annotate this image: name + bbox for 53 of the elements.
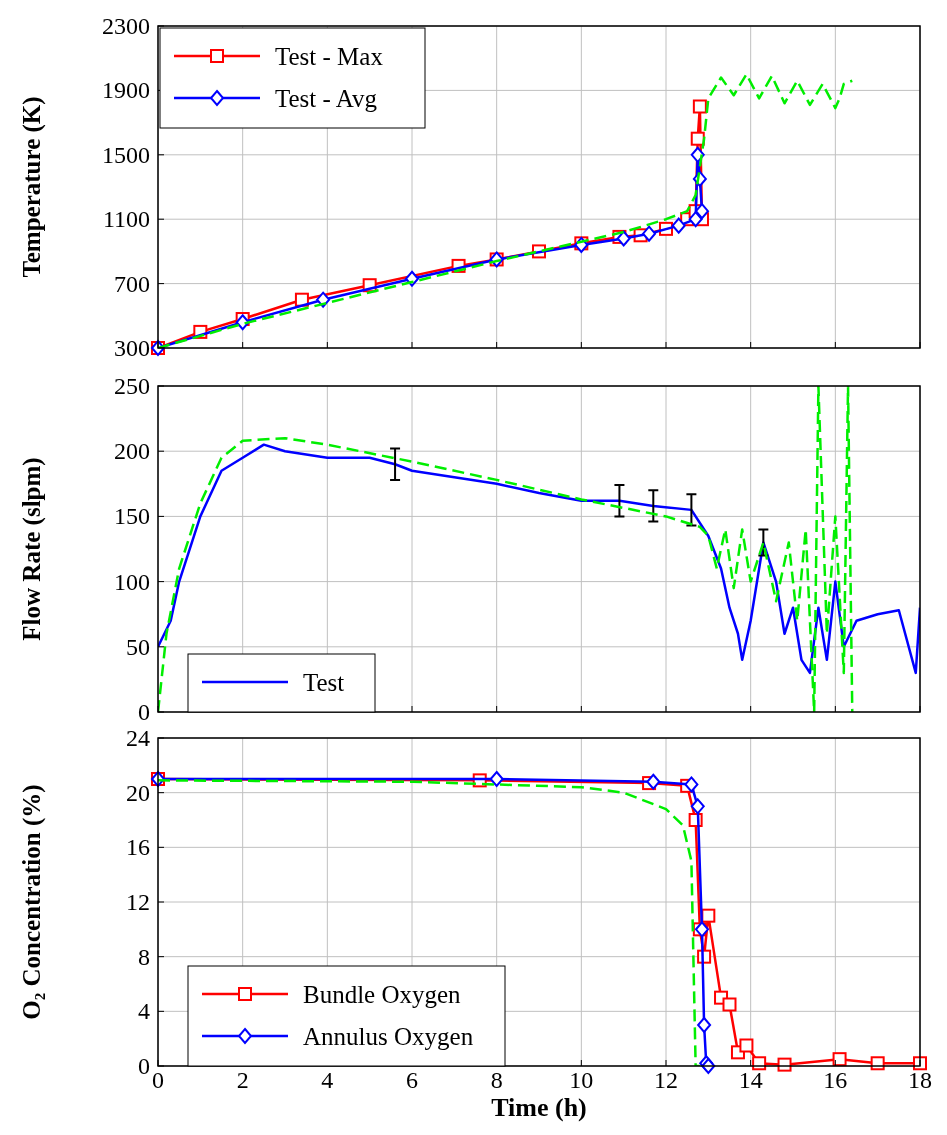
point — [739, 1038, 754, 1053]
point — [671, 217, 686, 234]
x-tick-label: 4 — [321, 1067, 334, 1093]
y-tick-label: 1500 — [102, 141, 150, 168]
y-tick-label: 150 — [114, 503, 150, 530]
y-tick-label: 50 — [126, 633, 150, 660]
x-axis-title: Time (h) — [491, 1093, 587, 1122]
y-axis-title: O₂ Concentration (%) — [18, 784, 46, 1020]
x-tick-label: 6 — [406, 1067, 418, 1093]
point — [690, 131, 705, 146]
legend-label: Annulus Oxygen — [303, 1023, 474, 1050]
y-tick-label: 16 — [126, 834, 150, 861]
point — [690, 798, 705, 815]
point — [832, 1052, 847, 1067]
y-axis-title: Temperature (K) — [18, 96, 46, 278]
line-series — [158, 386, 854, 712]
y-tick-label: 100 — [114, 568, 150, 595]
x-tick-label: 12 — [654, 1067, 678, 1093]
legend-label: Test - Avg — [275, 85, 378, 112]
point — [616, 230, 631, 247]
y-tick-label: 0 — [138, 699, 150, 725]
y-tick-label: 12 — [126, 889, 150, 915]
point — [642, 225, 657, 242]
y-tick-label: 200 — [114, 438, 150, 465]
y-tick-label: 4 — [138, 998, 150, 1025]
line-series — [158, 443, 920, 675]
y-tick-label: 1100 — [102, 206, 150, 233]
point — [697, 1017, 712, 1033]
x-tick-label: 16 — [823, 1067, 848, 1093]
point — [684, 776, 699, 793]
point — [692, 99, 707, 114]
y-tick-label: 250 — [114, 373, 150, 399]
x-tick-label: 10 — [569, 1067, 594, 1093]
y-tick-label: 20 — [126, 779, 150, 806]
x-tick-label: 2 — [236, 1067, 249, 1093]
y-tick-label: 1900 — [102, 77, 150, 104]
point — [646, 773, 661, 790]
y-tick-label: 300 — [114, 335, 150, 361]
x-tick-label: 8 — [490, 1067, 503, 1093]
x-tick-label: 18 — [908, 1067, 932, 1093]
point — [688, 211, 703, 228]
y-tick-label: 24 — [126, 725, 150, 751]
legend-label: Bundle Oxygen — [303, 981, 462, 1008]
y-tick-label: 8 — [138, 943, 150, 970]
point — [722, 997, 737, 1012]
legend-label: Test - Max — [275, 43, 384, 70]
point — [694, 203, 709, 220]
point — [489, 771, 504, 787]
y-tick-label: 700 — [114, 270, 150, 297]
y-tick-label: 2300 — [102, 13, 150, 39]
y-axis-title: Flow Rate (slpm) — [18, 457, 46, 641]
legend-label: Test — [303, 669, 345, 696]
x-tick-label: 14 — [738, 1067, 763, 1093]
